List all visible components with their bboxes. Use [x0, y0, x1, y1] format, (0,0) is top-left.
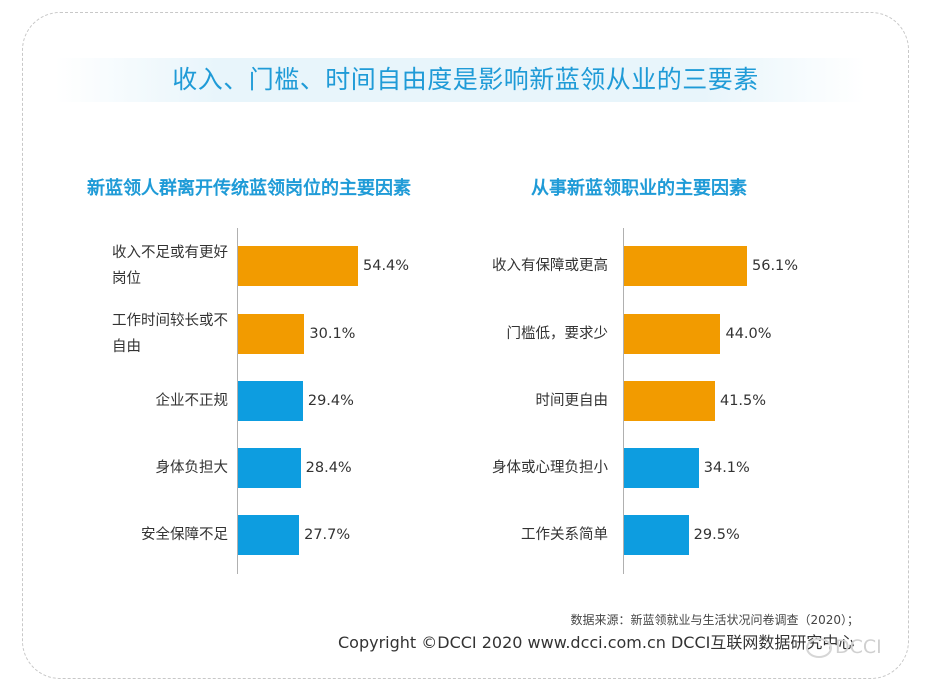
category-label: 门槛低，要求少: [507, 321, 609, 347]
copyright-line: Copyright ©DCCI 2020 www.dcci.com.cn DCC…: [338, 633, 855, 652]
data-label: 29.4%: [307, 393, 354, 409]
data-label: 54.4%: [363, 258, 410, 274]
category-label-line: 岗位: [112, 271, 141, 287]
bar: [624, 246, 747, 286]
category-label: 收入不足或有更好 岗位: [112, 240, 228, 292]
right-chart-title: 从事新蓝领职业的主要因素: [531, 178, 747, 199]
category-label-line: 工作关系简单: [521, 527, 608, 543]
title-banner: [55, 58, 865, 102]
bar: [624, 448, 699, 488]
category-label: 企业不正规: [156, 388, 229, 414]
slide-title: 收入、门槛、时间自由度是影响新蓝领从业的三要素: [172, 65, 759, 94]
wechat-icon: [806, 637, 832, 658]
category-label: 收入有保障或更高: [492, 253, 608, 279]
bar: [624, 381, 715, 421]
bar: [238, 314, 305, 354]
category-label-line: 企业不正规: [155, 393, 229, 409]
category-label-line: 时间更自由: [535, 393, 609, 409]
category-label-line: 自由: [112, 339, 141, 355]
bar: [238, 381, 303, 421]
category-label-line: 收入不足或有更好: [112, 245, 228, 261]
data-label: 41.5%: [719, 393, 767, 409]
category-label: 时间更自由: [536, 388, 609, 414]
category-label-line: 身体负担大: [155, 460, 229, 476]
category-label-line: 安全保障不足: [141, 527, 228, 543]
bar: [624, 515, 689, 555]
category-label: 安全保障不足: [141, 522, 228, 548]
data-label: 34.1%: [703, 460, 750, 476]
bar: [238, 246, 358, 286]
logo-text: DCCI: [835, 636, 882, 658]
category-label: 工作时间较长或不 自由: [112, 308, 228, 360]
left-chart-title: 新蓝领人群离开传统蓝领岗位的主要因素: [87, 178, 411, 199]
data-source-note: 数据来源：新蓝领就业与生活状况问卷调查（2020）；: [570, 613, 859, 627]
category-label-line: 收入有保障或更高: [492, 258, 608, 274]
category-label: 身体或心理负担小: [492, 455, 608, 481]
category-label-line: 身体或心理负担小: [492, 460, 608, 476]
data-label: 28.4%: [305, 460, 352, 476]
category-label-line: 工作时间较长或不: [112, 313, 228, 329]
slide-frame: [22, 12, 909, 679]
data-label: 44.0%: [725, 326, 772, 342]
bar: [238, 448, 301, 488]
data-label: 56.1%: [752, 258, 799, 274]
category-label: 工作关系简单: [521, 522, 608, 548]
bar: [624, 314, 721, 354]
chart-axis-line: [623, 228, 624, 574]
data-label: 29.5%: [693, 527, 740, 543]
data-label: 30.1%: [309, 326, 356, 342]
category-label-line: 门槛低，要求少: [506, 326, 609, 342]
data-label: 27.7%: [304, 527, 351, 543]
category-label: 身体负担大: [156, 455, 229, 481]
chart-axis-line: [237, 228, 238, 574]
bar: [238, 515, 300, 555]
dcci-watermark-logo: DCCI: [806, 636, 882, 658]
